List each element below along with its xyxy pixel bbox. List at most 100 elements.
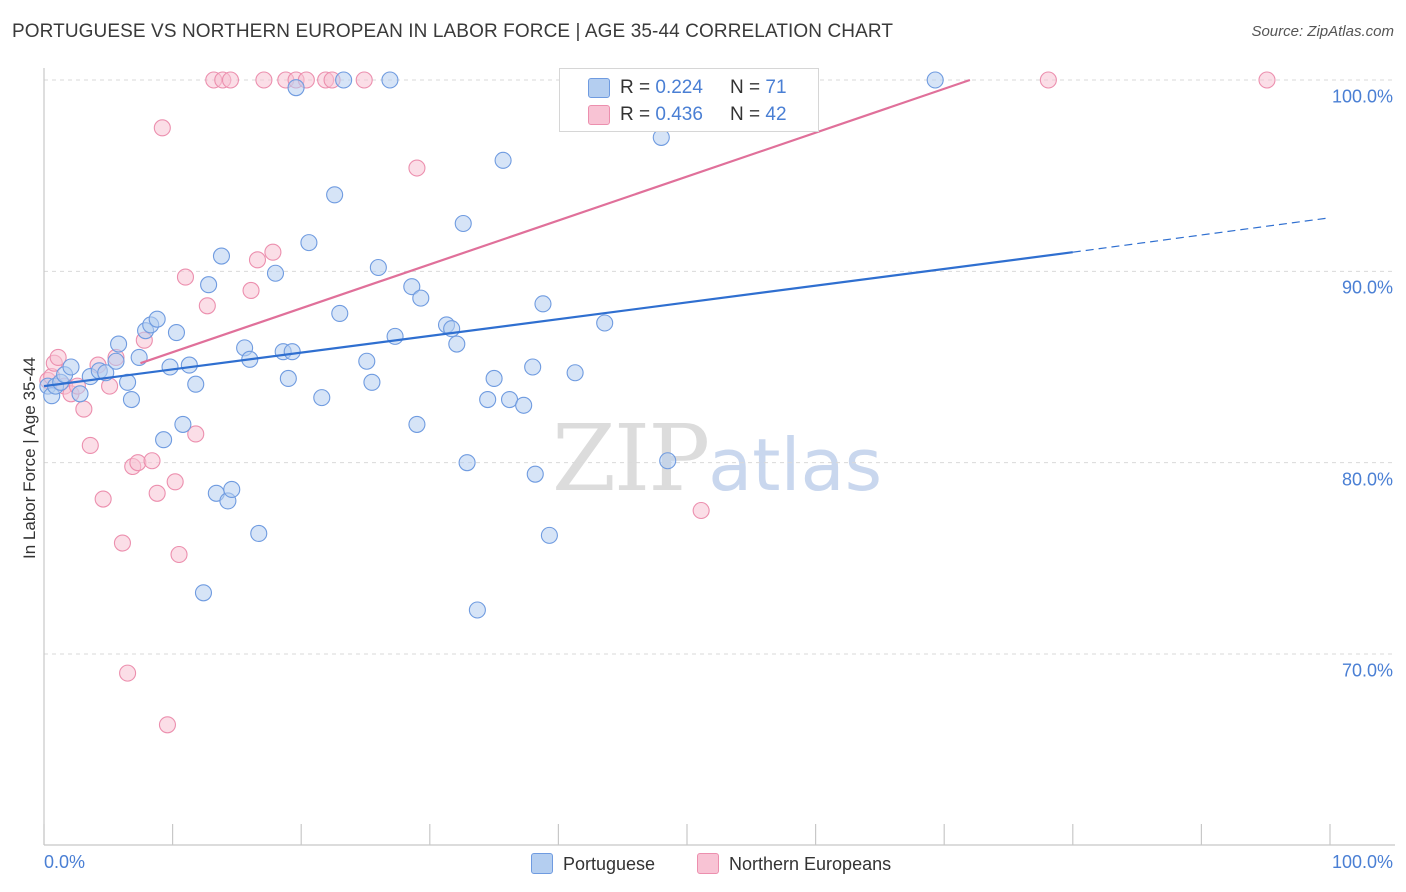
portuguese-point	[167, 324, 186, 342]
northern-europeans-point	[113, 534, 131, 552]
portuguese-point	[62, 358, 80, 376]
portuguese-point	[358, 352, 376, 370]
axes	[43, 68, 1395, 846]
x-tick-label-max: 100.0%	[1331, 852, 1393, 872]
legend-r-label: R =	[620, 77, 656, 98]
northern-europeans-trend-line	[140, 78, 971, 365]
legend-swatch-blue	[588, 78, 610, 98]
portuguese-point	[200, 276, 218, 294]
portuguese-point	[287, 79, 305, 97]
northern-europeans-point	[692, 501, 710, 520]
portuguese-point	[596, 314, 614, 332]
portuguese-point	[515, 396, 533, 414]
legend-n-label: N =	[730, 104, 766, 125]
northern-europeans-point	[166, 473, 184, 491]
portuguese-point	[468, 601, 486, 619]
portuguese-point	[485, 369, 503, 388]
portuguese-point	[403, 278, 421, 296]
watermark-zip: ZIP	[552, 405, 710, 512]
northern-europeans-point	[221, 71, 240, 89]
northern-europeans-point	[408, 159, 426, 177]
portuguese-point	[223, 480, 241, 499]
legend-r-value: 0.436	[655, 104, 703, 125]
watermark: ZIPatlas	[552, 405, 882, 512]
northern-europeans-point	[198, 297, 216, 315]
portuguese-point	[381, 71, 399, 89]
portuguese-point	[155, 431, 173, 449]
x-tick-label-min: 0.0%	[44, 852, 86, 872]
legend-n-label: N =	[730, 77, 766, 98]
northern-europeans-point	[242, 281, 260, 300]
northern-europeans-point	[1258, 71, 1276, 89]
portuguese-point	[526, 465, 544, 483]
y-tick-label: 70.0%	[1341, 660, 1393, 681]
legend-label-northern-europeans: Northern Europeans	[729, 854, 892, 874]
portuguese-point	[494, 151, 512, 169]
northern-europeans-point	[355, 71, 373, 89]
portuguese-trend-line	[43, 251, 1073, 388]
portuguese-point	[479, 390, 497, 409]
portuguese-point	[369, 258, 387, 277]
y-tick-label: 80.0%	[1341, 469, 1393, 490]
northern-europeans-points	[39, 71, 1276, 734]
portuguese-point	[148, 310, 166, 328]
legend-r-label: R =	[620, 104, 656, 125]
northern-europeans-point	[148, 484, 166, 502]
portuguese-point	[659, 452, 677, 470]
portuguese-point	[110, 335, 128, 353]
y-axis-label: In Labor Force | Age 35-44	[20, 357, 39, 559]
y-tick-label: 90.0%	[1341, 277, 1393, 298]
correlation-legend: R = 0.224 N = 71 R = 0.436 N = 42	[559, 68, 819, 132]
portuguese-point	[313, 389, 331, 407]
legend-row-northern-europeans: R = 0.436 N = 42	[560, 102, 818, 128]
portuguese-point	[412, 289, 430, 307]
trend-lines	[43, 78, 1331, 388]
northern-europeans-point	[81, 436, 99, 454]
portuguese-point	[458, 454, 476, 472]
legend-n-value: 42	[765, 104, 787, 125]
legend-n-value: 71	[765, 77, 787, 98]
portuguese-point	[161, 358, 179, 376]
northern-europeans-point	[187, 425, 205, 443]
portuguese-point	[326, 186, 344, 204]
portuguese-point	[187, 375, 205, 393]
northern-europeans-point	[143, 452, 161, 470]
portuguese-point	[335, 71, 353, 89]
portuguese-point	[540, 526, 558, 544]
portuguese-point	[194, 584, 213, 602]
northern-europeans-point	[255, 71, 273, 89]
portuguese-point	[331, 304, 349, 322]
portuguese-point	[212, 247, 231, 265]
legend-swatch-pink	[588, 105, 610, 125]
northern-europeans-point	[75, 400, 93, 418]
portuguese-point	[283, 343, 301, 361]
northern-europeans-point	[170, 545, 188, 564]
northern-europeans-point	[119, 664, 137, 682]
legend-r-value: 0.224	[655, 77, 703, 98]
portuguese-point	[363, 373, 381, 391]
northern-europeans-point	[94, 490, 112, 508]
watermark-atlas: atlas	[708, 423, 883, 507]
portuguese-point	[534, 295, 552, 313]
legend-row-portuguese: R = 0.224 N = 71	[560, 75, 818, 101]
portuguese-point	[130, 348, 148, 366]
portuguese-point	[71, 385, 89, 403]
legend-item-portuguese: Portuguese	[531, 853, 655, 875]
portuguese-point	[250, 524, 268, 543]
portuguese-point	[566, 364, 584, 382]
northern-europeans-point	[248, 251, 267, 269]
chart-title: PORTUGUESE VS NORTHERN EUROPEAN IN LABOR…	[12, 21, 894, 42]
legend-item-northern-europeans: Northern Europeans	[697, 853, 891, 875]
portuguese-point	[107, 352, 125, 370]
northern-europeans-point	[176, 268, 195, 286]
portuguese-point	[448, 335, 466, 353]
portuguese-point	[926, 71, 944, 89]
northern-europeans-point	[129, 454, 147, 472]
northern-europeans-point	[49, 348, 67, 366]
northern-europeans-point	[264, 243, 282, 261]
portuguese-point	[408, 415, 426, 433]
portuguese-point	[122, 390, 140, 409]
northern-europeans-point	[158, 716, 177, 734]
portuguese-points	[39, 71, 944, 619]
legend-label-portuguese: Portuguese	[563, 854, 656, 874]
